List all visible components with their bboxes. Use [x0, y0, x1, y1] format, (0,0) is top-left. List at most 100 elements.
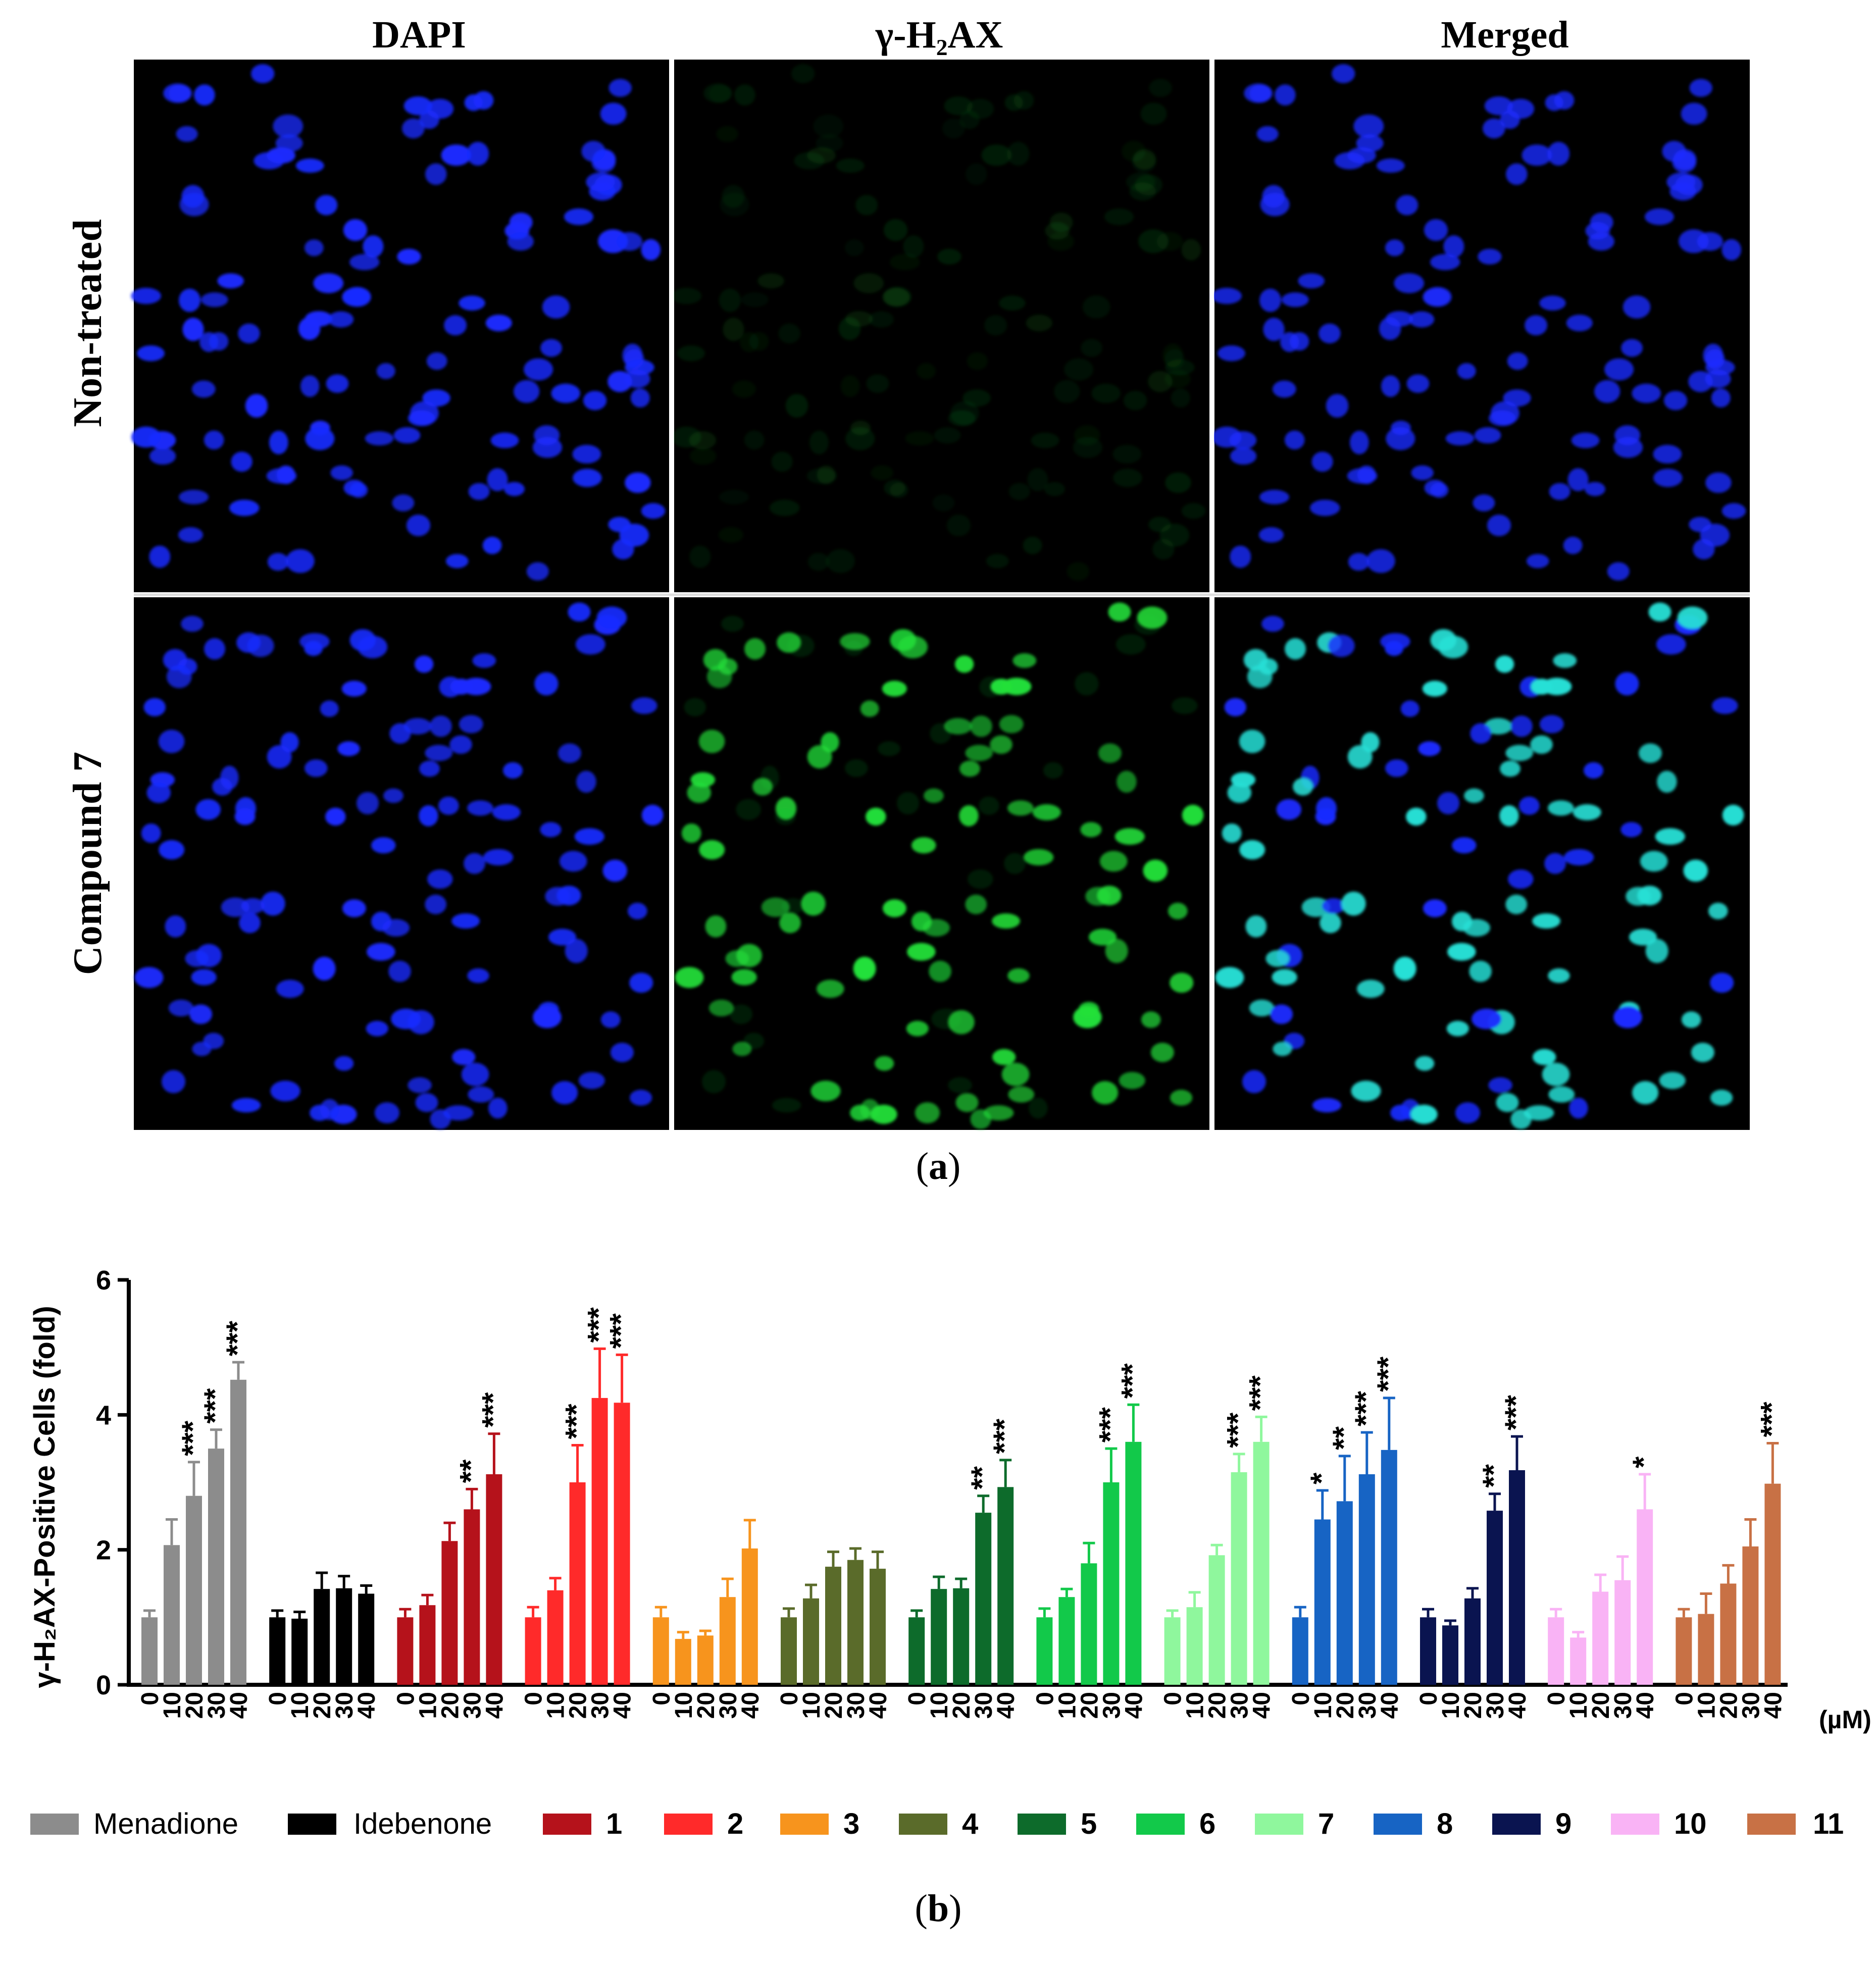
- nucleus: [1463, 919, 1491, 937]
- nucleus: [1524, 1105, 1554, 1121]
- nucleus: [1310, 499, 1340, 516]
- bar: [464, 1509, 480, 1685]
- nucleus: [875, 1056, 894, 1071]
- nucleus: [1390, 1105, 1411, 1121]
- nucleus: [689, 545, 711, 568]
- nucleus: [1394, 273, 1425, 293]
- micro-cells: [131, 64, 666, 581]
- legend-label: 1: [606, 1807, 622, 1840]
- nucleus: [217, 273, 244, 289]
- nucleus: [1275, 84, 1296, 106]
- nucleus: [1424, 287, 1452, 307]
- nucleus: [675, 967, 704, 988]
- nucleus: [757, 273, 784, 289]
- bar: [1036, 1617, 1053, 1685]
- x-tick-label: 10: [798, 1692, 825, 1719]
- x-tick-label: 0: [1543, 1692, 1570, 1705]
- bar: [230, 1379, 246, 1685]
- y-tick-label: 6: [96, 1265, 111, 1296]
- nucleus: [204, 430, 224, 450]
- nucleus: [1648, 602, 1671, 622]
- x-tick-label: 0: [1160, 1692, 1187, 1705]
- nucleus: [1099, 851, 1128, 872]
- nucleus: [1697, 232, 1723, 251]
- nucleus: [999, 715, 1024, 734]
- nucleus: [425, 894, 447, 914]
- nucleus: [1639, 743, 1662, 763]
- panel-a-caption: (a): [916, 1145, 961, 1187]
- nucleus: [1259, 288, 1281, 312]
- legend-swatch: [288, 1814, 336, 1835]
- nucleus: [540, 339, 562, 357]
- nucleus: [716, 126, 738, 142]
- nucleus: [192, 380, 216, 398]
- nucleus: [1422, 681, 1447, 697]
- nucleus: [270, 1080, 300, 1102]
- nucleus: [641, 239, 661, 261]
- nucleus: [1081, 339, 1103, 357]
- nucleus: [1007, 141, 1030, 166]
- nucleus: [573, 469, 602, 487]
- nucleus: [1712, 697, 1738, 714]
- nucleus: [1116, 634, 1146, 655]
- nucleus: [514, 380, 540, 403]
- legend-label: 7: [1318, 1807, 1334, 1840]
- nucleus: [158, 730, 185, 753]
- nucleus: [965, 894, 987, 914]
- nucleus: [1487, 514, 1511, 536]
- nucleus: [1507, 352, 1528, 370]
- nucleus: [1396, 195, 1418, 216]
- nucleus: [1117, 770, 1137, 793]
- nucleus: [427, 869, 453, 889]
- nucleus: [149, 447, 176, 465]
- nucleus: [1662, 141, 1686, 162]
- nucleus: [1043, 762, 1063, 779]
- micro-tile-background: [1214, 60, 1750, 592]
- nucleus: [251, 64, 275, 83]
- nucleus: [1548, 968, 1570, 983]
- nucleus: [1721, 239, 1742, 261]
- x-tick-label: 20: [565, 1692, 592, 1719]
- nucleus: [844, 239, 864, 256]
- legend-item: 5: [1018, 1807, 1097, 1840]
- nucleus: [1348, 553, 1370, 571]
- nucleus: [698, 730, 725, 753]
- bar: [1464, 1598, 1481, 1685]
- nucleus: [343, 287, 371, 307]
- panel-b-caption-close: ): [949, 1887, 961, 1930]
- nucleus: [1080, 822, 1102, 838]
- nucleus: [627, 902, 647, 919]
- nucleus: [978, 796, 999, 815]
- nucleus: [1554, 91, 1575, 110]
- nucleus: [816, 134, 843, 152]
- nucleus: [367, 943, 395, 961]
- x-tick-label: 30: [1482, 1692, 1509, 1719]
- nucleus: [1212, 426, 1242, 448]
- nucleus: [1249, 84, 1272, 103]
- x-tick-label: 0: [265, 1692, 291, 1705]
- nucleus: [551, 383, 580, 403]
- nucleus: [1569, 1098, 1588, 1119]
- nucleus: [1640, 851, 1668, 872]
- nucleus: [1182, 804, 1204, 826]
- nucleus: [1508, 869, 1534, 889]
- nucleus: [744, 430, 765, 450]
- nucleus: [1563, 537, 1583, 554]
- nucleus: [1357, 466, 1376, 484]
- nucleus: [533, 1006, 562, 1028]
- nucleus: [376, 363, 395, 379]
- nucleus: [1614, 425, 1641, 445]
- nucleus: [817, 979, 844, 998]
- x-tick-label: 30: [1354, 1692, 1381, 1719]
- x-tick-label: 0: [648, 1692, 675, 1705]
- nucleus: [778, 323, 800, 344]
- nucleus: [844, 641, 863, 656]
- chart-legend: Menadione Idebenone 1 2 3 4 5 6 7 8 9 10 11: [30, 1807, 1844, 1840]
- nucleus: [1705, 359, 1735, 376]
- bar: [569, 1482, 586, 1685]
- nucleus: [915, 1102, 940, 1124]
- nucleus: [305, 759, 328, 777]
- significance-label: ***: [1093, 1407, 1127, 1442]
- nucleus: [1256, 126, 1279, 142]
